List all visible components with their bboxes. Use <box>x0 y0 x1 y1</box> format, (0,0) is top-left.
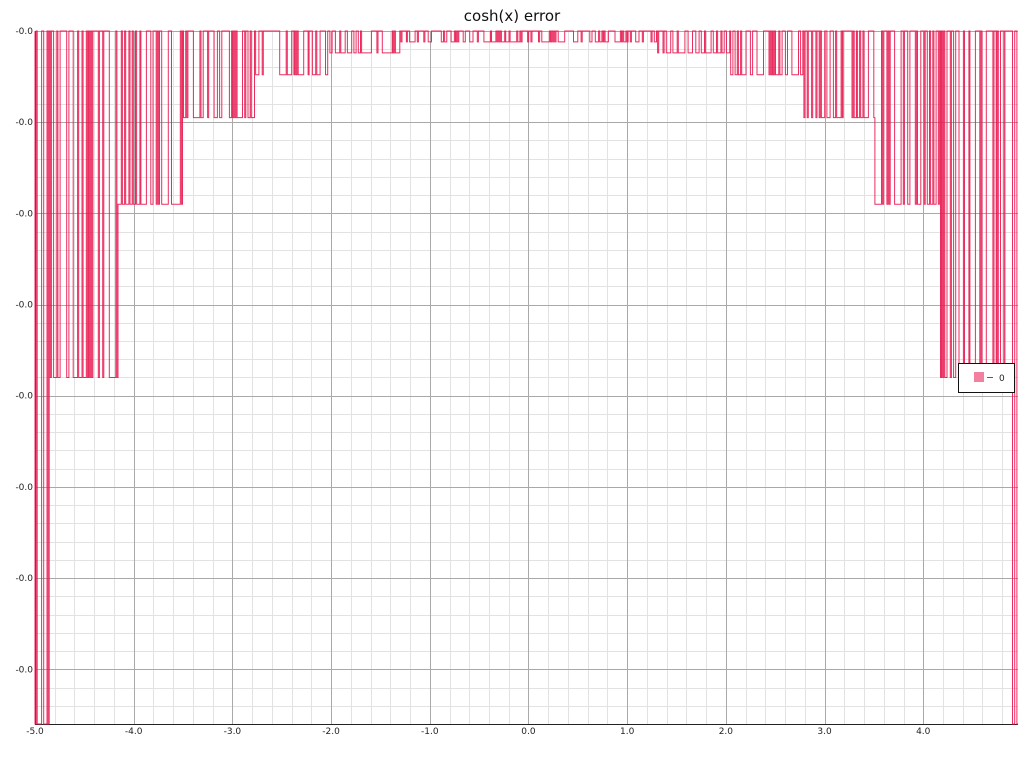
series-line-0 <box>34 30 1018 725</box>
y-tick-label: -0.0 <box>15 392 33 402</box>
x-tick-label: 2.0 <box>719 727 734 737</box>
y-tick-label: -0.0 <box>15 209 33 219</box>
x-tick-label: 1.0 <box>620 727 635 737</box>
y-tick-label: -0.0 <box>15 665 33 675</box>
x-tick-label: -3.0 <box>224 727 242 737</box>
y-tick-label: -0.0 <box>15 118 33 128</box>
legend-label: 0 <box>999 374 1005 384</box>
x-tick-label: 4.0 <box>916 727 931 737</box>
legend-swatch <box>974 372 984 382</box>
x-tick-label: 3.0 <box>817 727 832 737</box>
y-tick-label: -0.0 <box>15 574 33 584</box>
y-tick-label: -0.0 <box>15 483 33 493</box>
y-tick-label: -0.0 <box>15 27 33 37</box>
chart-title: cosh(x) error <box>463 7 561 25</box>
x-tick-label: -4.0 <box>125 727 143 737</box>
legend-box <box>958 363 1015 393</box>
x-tick-label: -5.0 <box>26 727 44 737</box>
x-tick-label: -2.0 <box>322 727 340 737</box>
x-tick-label: -1.0 <box>421 727 439 737</box>
x-tick-label: 0.0 <box>521 727 536 737</box>
y-tick-label: -0.0 <box>15 301 33 311</box>
